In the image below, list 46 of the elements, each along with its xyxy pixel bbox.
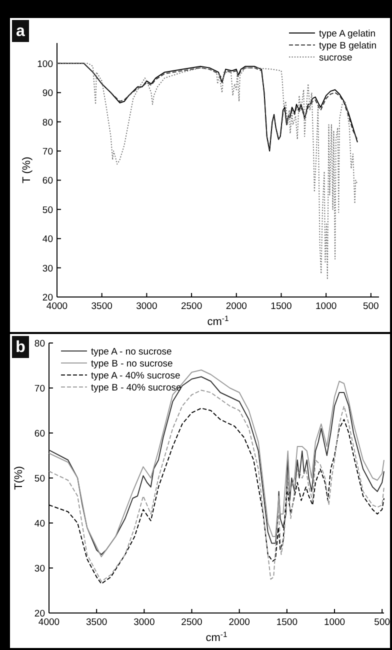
x-tick-label: 500	[363, 301, 379, 312]
y-tick-label: 50	[34, 474, 45, 484]
x-tick-label: 1000	[316, 301, 337, 312]
x-tick-label: 2500	[181, 617, 202, 628]
x-tick-label: 2000	[226, 301, 247, 312]
y-tick-label: 70	[34, 384, 45, 394]
chart-title: b	[16, 339, 26, 356]
x-tick-label: 4000	[46, 301, 68, 312]
line-series	[56, 62, 358, 280]
y-tick-label: 50	[42, 204, 53, 216]
x-tick-label: 3500	[86, 617, 108, 628]
x-tick-label: 3500	[91, 301, 112, 312]
legend-label: type B gelatin	[319, 40, 377, 52]
y-tick-label: 60	[42, 176, 53, 187]
x-tick-label: 1500	[276, 617, 298, 628]
legend-label: type A - no sucrose	[91, 346, 172, 358]
y-tick-label: 40	[34, 518, 45, 530]
legend-label: type B - 40% sucrose	[91, 382, 182, 394]
x-tick-label: 1000	[324, 617, 346, 628]
y-tick-label: 90	[42, 88, 53, 100]
y-tick-label: 40	[42, 234, 53, 246]
y-tick-label: 60	[34, 428, 45, 440]
y-tick-label: 80	[42, 117, 53, 128]
legend-label: type B - no sucrose	[91, 358, 173, 370]
y-axis-title: T(%)	[13, 466, 25, 490]
y-tick-label: 20	[34, 608, 45, 620]
x-tick-label: 3000	[134, 617, 155, 628]
x-axis-title: cm$^{-1}$	[206, 630, 228, 644]
y-tick-label: 70	[42, 146, 53, 158]
y-tick-label: 30	[42, 263, 53, 274]
legend-label: sucrose	[319, 52, 352, 64]
x-tick-label: 4000	[38, 617, 60, 628]
chart-title: a	[16, 23, 26, 40]
x-tick-label: 500	[374, 617, 390, 628]
y-tick-label: 20	[42, 292, 53, 304]
legend-label: type A - 40% sucrose	[91, 370, 180, 382]
y-tick-label: 30	[34, 564, 45, 574]
x-tick-label: 1500	[270, 301, 292, 312]
y-tick-label: 100	[37, 58, 53, 70]
legend-label: type A gelatin	[319, 28, 376, 40]
y-tick-label: 80	[34, 338, 45, 350]
x-tick-label: 2500	[180, 301, 202, 312]
y-axis-title: T (%)	[21, 156, 33, 184]
x-axis-title: cm$^{-1}$	[207, 314, 229, 328]
x-tick-label: 2000	[228, 617, 250, 628]
x-tick-label: 3000	[136, 301, 158, 312]
